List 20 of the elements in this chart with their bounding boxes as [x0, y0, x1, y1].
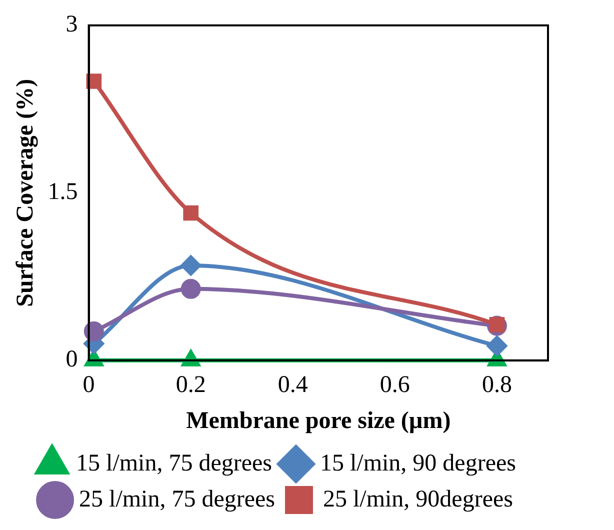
y-tick-label: 3: [66, 12, 78, 38]
x-tick-label: 0.6: [380, 372, 410, 398]
point: [486, 336, 507, 356]
y-tick-label: 1.5: [48, 179, 78, 206]
point: [84, 321, 104, 342]
point: [180, 255, 201, 276]
legend-label: 25 l/min, 90degrees: [323, 486, 513, 512]
point: [183, 205, 198, 221]
x-tick-label: 0.8: [482, 372, 512, 398]
legend-label: 15 l/min, 90 degrees: [320, 450, 516, 476]
x-axis-title: Membrane pore size (µm): [186, 408, 451, 434]
x-tick-label: 0.2: [176, 372, 206, 398]
legend-label: 15 l/min, 75 degrees: [76, 450, 272, 476]
x-tick-label: 0: [82, 372, 95, 398]
y-tick-label: 0: [66, 346, 78, 373]
y-axis-title: Surface Coverage (%): [12, 78, 39, 307]
point: [180, 278, 201, 299]
x-tick-label: 0.4: [278, 372, 308, 398]
point: [86, 74, 102, 89]
legend-label: 25 l/min, 75 degrees: [79, 486, 276, 512]
